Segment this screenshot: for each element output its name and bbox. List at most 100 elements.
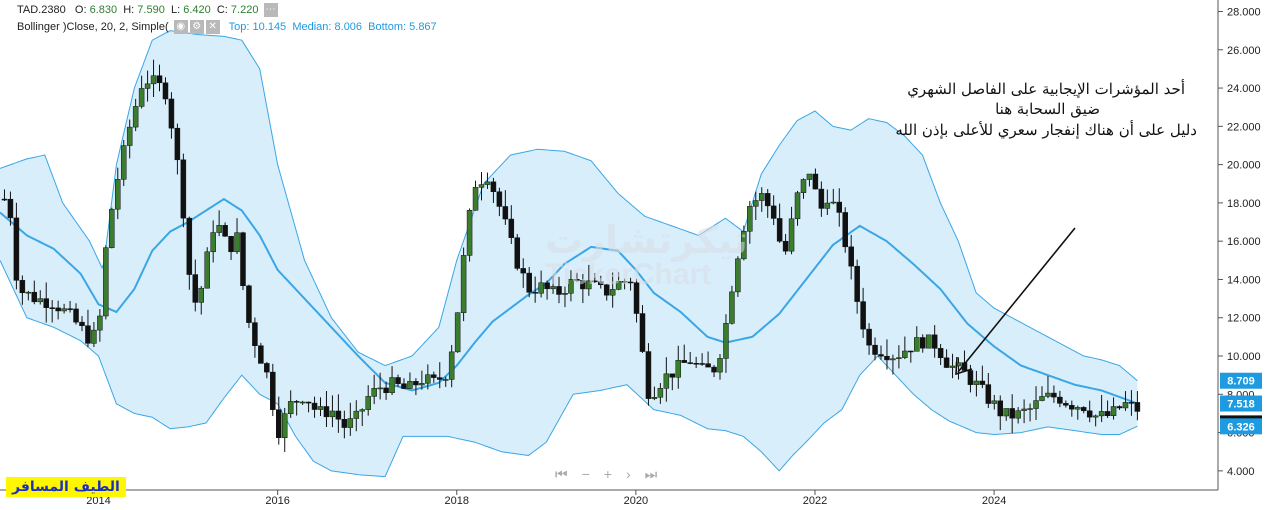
candle-body[interactable] bbox=[395, 377, 401, 384]
candle-body[interactable] bbox=[508, 218, 515, 238]
candle-body[interactable] bbox=[818, 188, 825, 209]
candle-body[interactable] bbox=[103, 247, 109, 317]
candle-body[interactable] bbox=[902, 350, 908, 358]
candle-body[interactable] bbox=[639, 313, 646, 352]
candle-body[interactable] bbox=[25, 291, 32, 294]
candle-body[interactable] bbox=[973, 380, 980, 385]
candle-body[interactable] bbox=[13, 217, 20, 281]
candle-body[interactable] bbox=[842, 212, 848, 248]
candle-body[interactable] bbox=[1027, 408, 1033, 410]
candle-body[interactable] bbox=[425, 374, 431, 384]
candle-body[interactable] bbox=[180, 159, 187, 219]
candle-body[interactable] bbox=[711, 366, 717, 373]
candle-body[interactable] bbox=[1063, 403, 1069, 406]
candle-body[interactable] bbox=[174, 127, 181, 161]
candle-body[interactable] bbox=[896, 357, 902, 359]
candle-body[interactable] bbox=[407, 381, 413, 389]
candle-body[interactable] bbox=[138, 88, 145, 107]
close-icon[interactable]: ✕ bbox=[205, 20, 220, 34]
candle-body[interactable] bbox=[1069, 405, 1075, 410]
candle-body[interactable] bbox=[699, 363, 705, 365]
candle-body[interactable] bbox=[788, 218, 795, 252]
candle-body[interactable] bbox=[532, 292, 538, 294]
candle-body[interactable] bbox=[538, 282, 544, 294]
candle-body[interactable] bbox=[1039, 396, 1045, 401]
candle-body[interactable] bbox=[872, 344, 878, 355]
candle-body[interactable] bbox=[287, 401, 294, 415]
candle-body[interactable] bbox=[782, 240, 789, 252]
candle-body[interactable] bbox=[91, 329, 97, 344]
candle-body[interactable] bbox=[413, 381, 419, 386]
candle-body[interactable] bbox=[1021, 408, 1027, 411]
candle-body[interactable] bbox=[168, 98, 175, 129]
candle-body[interactable] bbox=[448, 351, 455, 380]
candle-body[interactable] bbox=[949, 365, 956, 368]
candle-body[interactable] bbox=[1092, 415, 1099, 418]
candle-body[interactable] bbox=[562, 293, 568, 295]
candle-body[interactable] bbox=[222, 225, 228, 237]
last-page-icon[interactable]: ⏭ bbox=[644, 466, 672, 482]
candle-body[interactable] bbox=[1122, 402, 1129, 409]
candle-body[interactable] bbox=[830, 201, 837, 204]
candle-body[interactable] bbox=[806, 173, 813, 180]
candle-body[interactable] bbox=[353, 410, 360, 419]
candle-body[interactable] bbox=[568, 279, 574, 294]
candle-body[interactable] bbox=[276, 409, 282, 438]
next-icon[interactable]: › bbox=[625, 466, 645, 482]
candle-body[interactable] bbox=[120, 145, 127, 180]
settings-icon[interactable]: ⚙ bbox=[189, 20, 204, 34]
candle-body[interactable] bbox=[401, 383, 407, 389]
candle-body[interactable] bbox=[681, 360, 687, 363]
candle-body[interactable] bbox=[281, 413, 288, 438]
candle-body[interactable] bbox=[317, 406, 324, 410]
candle-body[interactable] bbox=[931, 334, 938, 349]
candle-body[interactable] bbox=[293, 401, 300, 403]
candle-body[interactable] bbox=[764, 193, 771, 207]
candle-body[interactable] bbox=[383, 387, 389, 393]
candle-body[interactable] bbox=[1051, 392, 1057, 398]
candle-body[interactable] bbox=[437, 377, 443, 380]
candle-body[interactable] bbox=[914, 337, 920, 352]
zoom-out-icon[interactable]: − bbox=[581, 466, 604, 482]
candle-body[interactable] bbox=[252, 322, 258, 346]
candle-body[interactable] bbox=[1098, 411, 1105, 417]
candle-body[interactable] bbox=[598, 281, 604, 286]
candle-body[interactable] bbox=[753, 200, 759, 207]
candle-body[interactable] bbox=[615, 281, 622, 290]
candle-body[interactable] bbox=[586, 280, 592, 290]
candle-body[interactable] bbox=[1080, 407, 1087, 412]
candle-body[interactable] bbox=[126, 126, 133, 146]
candle-body[interactable] bbox=[770, 205, 777, 219]
candle-body[interactable] bbox=[1116, 406, 1123, 409]
candle-body[interactable] bbox=[609, 289, 616, 296]
candle-body[interactable] bbox=[1009, 408, 1015, 419]
candle-body[interactable] bbox=[735, 258, 741, 293]
candle-body[interactable] bbox=[729, 291, 735, 324]
candle-body[interactable] bbox=[1045, 392, 1051, 397]
candle-body[interactable] bbox=[359, 409, 365, 412]
candle-body[interactable] bbox=[150, 75, 157, 85]
candle-body[interactable] bbox=[460, 255, 467, 313]
candle-body[interactable] bbox=[741, 231, 747, 260]
candle-body[interactable] bbox=[61, 308, 67, 312]
candle-body[interactable] bbox=[919, 337, 926, 349]
candle-body[interactable] bbox=[43, 298, 49, 308]
candle-body[interactable] bbox=[866, 328, 872, 346]
candle-body[interactable] bbox=[1086, 410, 1093, 418]
candle-body[interactable] bbox=[79, 321, 85, 326]
candle-body[interactable] bbox=[967, 370, 974, 385]
candle-body[interactable] bbox=[377, 387, 383, 390]
candle-body[interactable] bbox=[991, 400, 998, 404]
candle-body[interactable] bbox=[490, 181, 497, 192]
candle-body[interactable] bbox=[520, 268, 526, 274]
visibility-icon[interactable]: ◉ bbox=[173, 20, 188, 34]
candle-body[interactable] bbox=[717, 358, 723, 373]
candle-body[interactable] bbox=[73, 308, 79, 323]
candle-body[interactable] bbox=[747, 206, 753, 232]
candle-body[interactable] bbox=[651, 397, 658, 399]
candle-body[interactable] bbox=[204, 251, 210, 289]
candle-body[interactable] bbox=[836, 201, 843, 213]
candle-body[interactable] bbox=[693, 363, 699, 365]
candle-body[interactable] bbox=[192, 274, 199, 303]
